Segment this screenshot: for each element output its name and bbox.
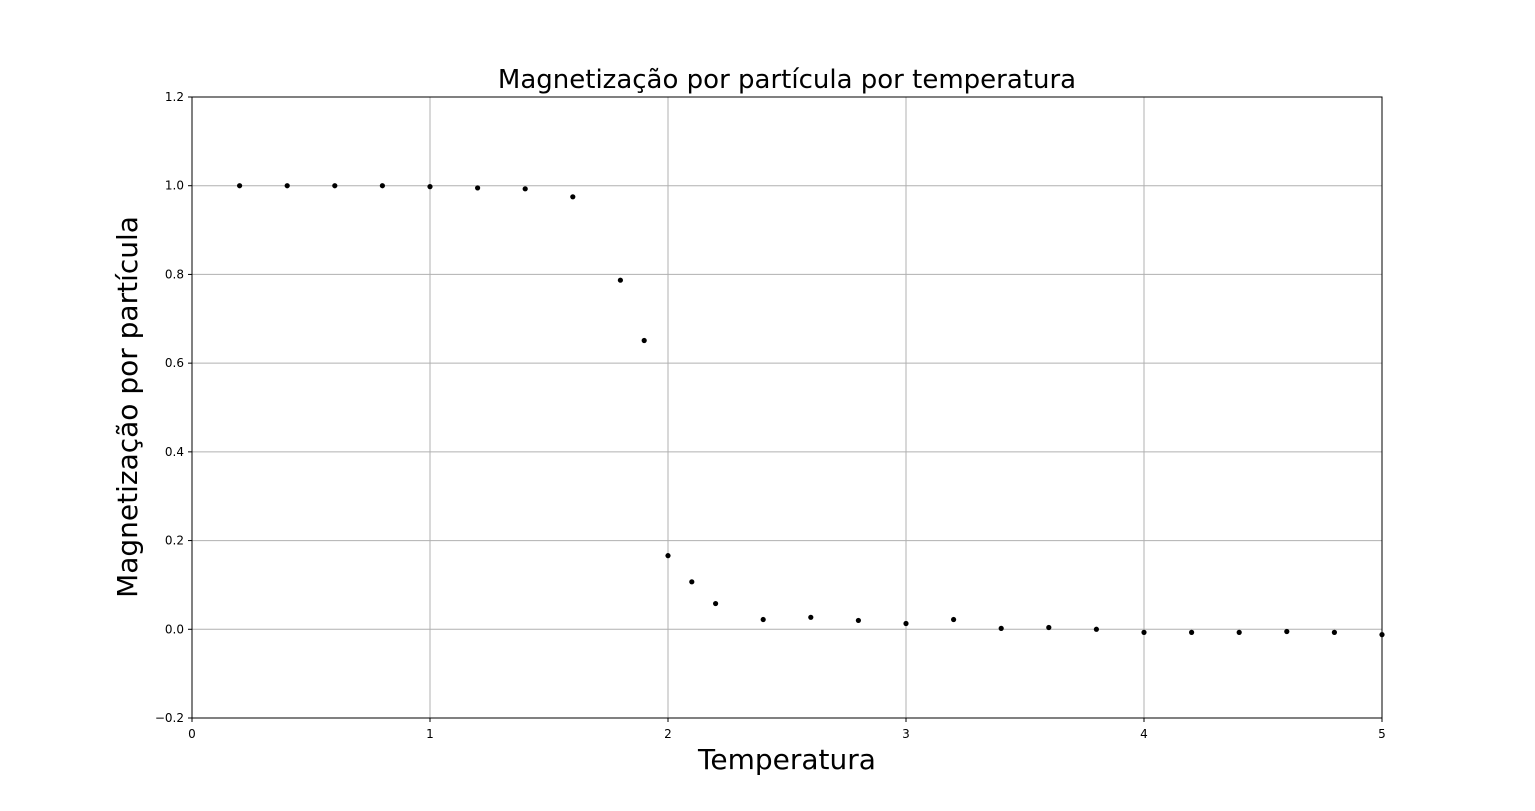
y-tick-label: 1.2 xyxy=(165,90,184,104)
y-axis-label: Magnetização por partícula xyxy=(111,216,144,598)
data-point xyxy=(284,183,290,189)
data-point xyxy=(951,616,957,623)
chart-title: Magnetização por partícula por temperatu… xyxy=(498,65,1076,95)
data-point xyxy=(427,184,433,190)
y-tick-label: 1.0 xyxy=(165,179,184,193)
x-tick-label: 2 xyxy=(664,727,672,741)
data-point xyxy=(475,185,481,191)
y-tick-label: 0.4 xyxy=(165,445,184,459)
grid-lines xyxy=(191,96,1383,719)
x-axis-label: Temperatura xyxy=(697,743,876,776)
data-point xyxy=(855,617,862,624)
data-point xyxy=(522,186,528,192)
y-tick-label: 0.8 xyxy=(165,267,184,281)
data-point xyxy=(1284,628,1290,635)
data-point xyxy=(1141,629,1147,635)
x-tick-label: 3 xyxy=(902,727,910,741)
data-point xyxy=(570,194,576,200)
data-point xyxy=(689,579,695,585)
data-point xyxy=(998,625,1004,631)
data-point xyxy=(1331,629,1337,635)
data-point xyxy=(665,553,671,559)
data-point xyxy=(1189,629,1195,635)
x-tick-label: 1 xyxy=(426,727,434,741)
data-point xyxy=(641,337,647,344)
data-point xyxy=(617,277,624,283)
data-point xyxy=(1093,626,1099,632)
data-points xyxy=(237,183,1385,638)
y-tick-label: 0.2 xyxy=(165,534,184,548)
y-tick-label: −0.2 xyxy=(155,711,184,725)
data-point xyxy=(713,600,719,607)
data-point xyxy=(903,620,909,627)
x-tick-label: 0 xyxy=(188,727,196,741)
x-tick-label: 5 xyxy=(1378,727,1386,741)
data-point xyxy=(332,183,338,189)
data-point xyxy=(760,616,766,623)
y-tick-label: 0.6 xyxy=(165,356,184,370)
data-point xyxy=(808,614,814,620)
plot-frame xyxy=(191,96,1383,719)
data-point xyxy=(237,183,243,189)
data-point xyxy=(379,183,385,189)
data-point xyxy=(1046,624,1052,631)
data-point xyxy=(1236,629,1242,635)
axis-ticks: 0 1 2 3 4 5 −0.2 0.0 0.2 0.4 0.6 0.8 1.0 1.2 xyxy=(155,90,1386,741)
x-tick-label: 4 xyxy=(1140,727,1148,741)
y-tick-label: 0.0 xyxy=(165,622,184,636)
